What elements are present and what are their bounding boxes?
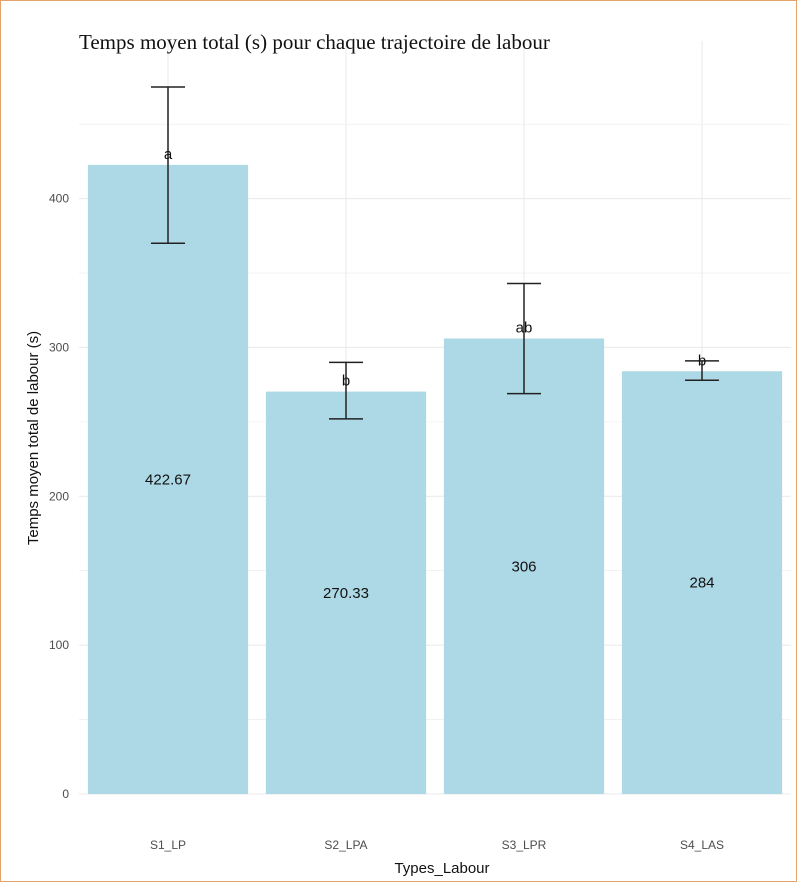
value-label: 270.33 bbox=[323, 585, 369, 602]
group-letter: b bbox=[698, 352, 706, 369]
y-tick-label: 200 bbox=[49, 489, 69, 503]
bar bbox=[621, 371, 783, 794]
y-tick-label: 0 bbox=[62, 787, 69, 801]
x-tick-label: S2_LPA bbox=[324, 838, 367, 852]
group-letter: ab bbox=[516, 320, 533, 337]
y-tick-label: 100 bbox=[49, 638, 69, 652]
value-label: 422.67 bbox=[145, 471, 191, 488]
bar bbox=[87, 164, 249, 794]
group-letter: b bbox=[342, 373, 350, 390]
value-label: 284 bbox=[689, 575, 714, 592]
bars bbox=[87, 164, 783, 794]
x-axis-label: Types_Labour bbox=[394, 860, 489, 877]
x-tick-label: S1_LP bbox=[150, 838, 186, 852]
data-labels: 422.67 a 270.33 b 306 ab 284 b bbox=[145, 146, 714, 602]
y-tick-label: 400 bbox=[49, 192, 69, 206]
bar bbox=[265, 391, 427, 794]
value-label: 306 bbox=[511, 558, 536, 575]
group-letter: a bbox=[164, 146, 173, 163]
error-bars bbox=[151, 86, 719, 420]
bar bbox=[443, 338, 605, 794]
y-axis-label: Temps moyen total de labour (s) bbox=[25, 331, 42, 545]
chart-title: Temps moyen total (s) pour chaque trajec… bbox=[79, 30, 550, 54]
x-tick-label: S4_LAS bbox=[680, 838, 724, 852]
x-tick-label: S3_LPR bbox=[502, 838, 547, 852]
axes: 0 100 200 300 400 S1_LP S2_LPA S3_LPR S4_LAS bbox=[49, 192, 724, 852]
y-tick-label: 300 bbox=[49, 340, 69, 354]
